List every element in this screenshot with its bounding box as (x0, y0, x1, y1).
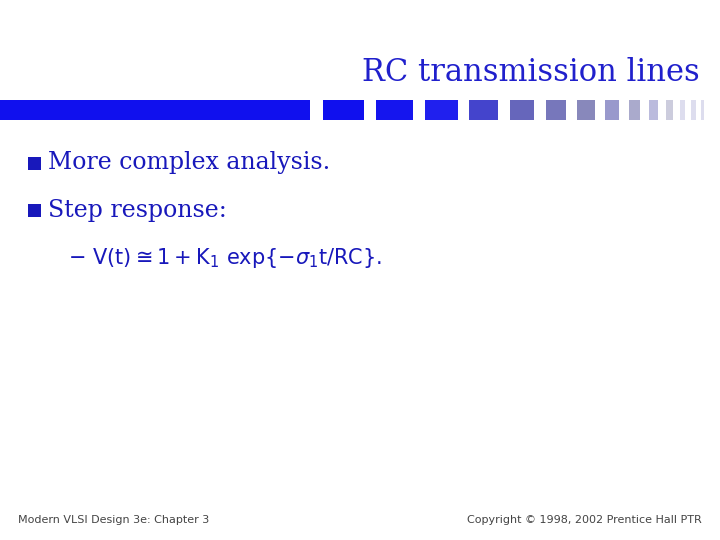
Bar (0, 100, 310, 120)
Bar (28, 204, 41, 217)
Bar (317, 100, 323, 120)
Text: $-\ \mathrm{V(t)} \cong 1 + \mathrm{K}_1\ \mathrm{exp}\{-\sigma_1\mathrm{t/RC}\}: $-\ \mathrm{V(t)} \cong 1 + \mathrm{K}_1… (68, 246, 382, 270)
Bar (572, 100, 577, 120)
Text: Modern VLSI Design 3e: Chapter 3: Modern VLSI Design 3e: Chapter 3 (18, 515, 210, 525)
Text: Step response:: Step response: (48, 199, 227, 221)
Bar (666, 100, 673, 120)
Bar (629, 100, 640, 120)
Bar (698, 100, 701, 120)
Bar (469, 100, 498, 120)
Bar (28, 157, 41, 170)
Bar (691, 100, 696, 120)
Bar (678, 100, 680, 120)
Bar (370, 100, 376, 120)
Bar (376, 100, 413, 120)
Bar (605, 100, 619, 120)
Bar (649, 100, 658, 120)
Bar (577, 100, 595, 120)
Text: More complex analysis.: More complex analysis. (48, 152, 330, 174)
Bar (646, 100, 649, 120)
Bar (546, 100, 566, 120)
Bar (701, 100, 704, 120)
Text: Copyright © 1998, 2002 Prentice Hall PTR: Copyright © 1998, 2002 Prentice Hall PTR (467, 515, 702, 525)
Text: RC transmission lines: RC transmission lines (362, 57, 700, 88)
Bar (625, 100, 629, 120)
Bar (600, 100, 605, 120)
Bar (510, 100, 534, 120)
Bar (680, 100, 685, 120)
Bar (425, 100, 458, 120)
Bar (419, 100, 425, 120)
Bar (540, 100, 546, 120)
Bar (504, 100, 510, 120)
Bar (323, 100, 364, 120)
Bar (663, 100, 666, 120)
Bar (464, 100, 469, 120)
Bar (689, 100, 691, 120)
